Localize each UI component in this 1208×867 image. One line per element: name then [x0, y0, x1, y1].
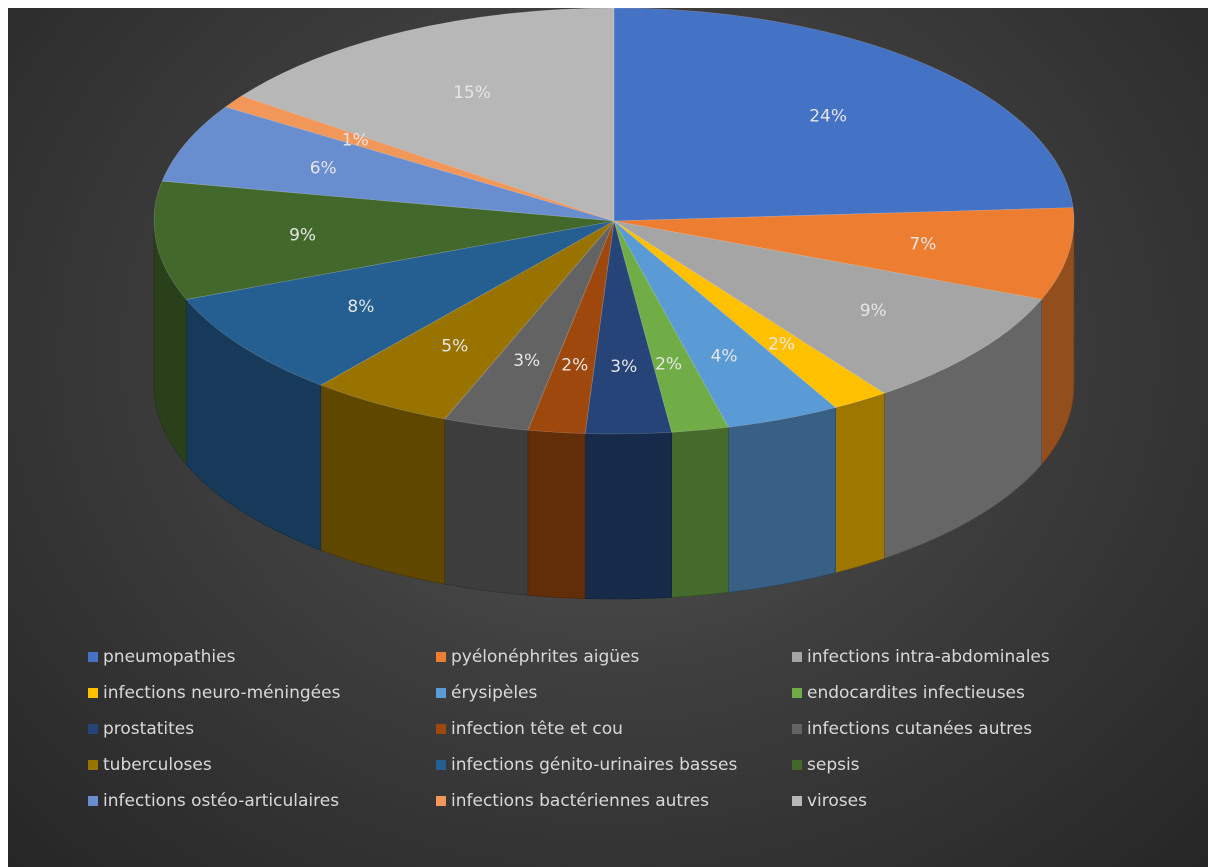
legend-label: prostatites — [103, 719, 195, 739]
pie-pct-label-5: 2% — [655, 354, 682, 374]
legend-item: infections neuro-méningées — [88, 682, 436, 704]
legend-item: infections intra-abdominales — [792, 646, 1132, 668]
legend-swatch — [436, 724, 446, 734]
legend-swatch — [88, 796, 98, 806]
legend-label: infections bactériennes autres — [451, 791, 710, 811]
legend-swatch — [792, 724, 802, 734]
legend-label: infections ostéo-articulaires — [103, 791, 340, 811]
legend-item: infections cutanées autres — [792, 718, 1132, 740]
pie-pct-label-7: 2% — [561, 356, 588, 376]
legend-label: infections cutanées autres — [807, 719, 1033, 739]
legend-swatch — [436, 688, 446, 698]
pie-pct-label-14: 15% — [453, 83, 491, 103]
legend-label: tuberculoses — [103, 755, 212, 775]
pie-pct-label-6: 3% — [610, 357, 637, 377]
legend-label: pneumopathies — [103, 647, 236, 667]
pie-side-7 — [527, 429, 586, 599]
legend: pneumopathies pyélonéphrites aigües infect… — [88, 646, 1198, 812]
legend-swatch — [88, 724, 98, 734]
pie-slice-11 — [153, 180, 615, 300]
legend-item: endocardites infectieuses — [792, 682, 1132, 704]
legend-label: infections génito-urinaires basses — [451, 755, 738, 775]
pie-slice-5 — [613, 220, 729, 433]
pie-slice-6 — [584, 220, 673, 435]
legend-swatch — [88, 760, 98, 770]
pie-side-4 — [728, 407, 836, 593]
pie-tops — [153, 8, 1075, 435]
pie-labels: 24% 7% 9% 2% 4% 2% 3% 2% 3% 5% 8% 9% 6%1% 15% — [289, 83, 936, 377]
legend-swatch — [436, 652, 446, 662]
legend-item: infection tête et cou — [436, 718, 792, 740]
pie-side-5 — [671, 426, 729, 598]
pie-slice-7 — [527, 220, 615, 434]
legend-label: viroses — [807, 791, 867, 811]
legend-item: infections bactériennes autres — [436, 790, 792, 812]
legend-item: pneumopathies — [88, 646, 436, 668]
legend-item: tuberculoses — [88, 754, 436, 776]
chart-area: 24% 7% 9% 2% 4% 2% 3% 2% 3% 5% 8% 9% 6% 1% 15% pneumop… — [8, 8, 1208, 867]
pie-slice-4 — [613, 220, 837, 428]
pie-side-6 — [584, 432, 672, 600]
legend-item: pyélonéphrites aigües — [436, 646, 792, 668]
pie-pct-label-2: 9% — [860, 301, 887, 321]
pie-pct-label-4: 4% — [711, 347, 738, 367]
legend-swatch — [436, 760, 446, 770]
legend-swatch — [436, 796, 446, 806]
pie-pct-label-0: 24% — [809, 106, 847, 126]
pie-sides — [153, 220, 1075, 600]
pie-pct-label-10: 8% — [347, 297, 374, 317]
legend-swatch — [88, 652, 98, 662]
legend-label: érysipèles — [451, 683, 538, 703]
pie-pct-label-9: 5% — [441, 337, 468, 357]
pie-pct-label-11: 9% — [289, 226, 316, 246]
legend-swatch — [792, 796, 802, 806]
pie-slice-8 — [444, 220, 615, 431]
pie-chart: 24% 7% 9% 2% 4% 2% 3% 2% 3% 5% 8% 9% 6%1% 15% — [153, 8, 1075, 600]
legend-label: pyélonéphrites aigües — [451, 647, 640, 667]
pie-slice-2 — [613, 220, 1043, 394]
pie-slice-10 — [185, 220, 615, 386]
legend-label: infections neuro-méningées — [103, 683, 341, 703]
legend-swatch — [88, 688, 98, 698]
pie-slice-13 — [224, 95, 615, 222]
legend-item: sepsis — [792, 754, 1132, 776]
pie-slice-9 — [320, 220, 615, 420]
pie-slice-14 — [241, 8, 615, 222]
legend-item: érysipèles — [436, 682, 792, 704]
legend-label: infections intra-abdominales — [807, 647, 1050, 667]
legend-swatch — [792, 652, 802, 662]
pie-pct-label-1: 7% — [909, 235, 936, 255]
legend-label: infection tête et cou — [451, 719, 623, 739]
pie-slice-0 — [613, 8, 1074, 222]
legend-swatch — [792, 688, 802, 698]
legend-item: infections ostéo-articulaires — [88, 790, 436, 812]
pie-pct-label-13: 1% — [342, 131, 369, 151]
legend-swatch — [792, 760, 802, 770]
pie-pct-label-12: 6% — [310, 159, 337, 179]
pie-slice-12 — [161, 106, 615, 222]
pie-slice-1 — [613, 207, 1075, 300]
pie-pct-label-8: 3% — [513, 351, 540, 371]
pie-side-8 — [444, 418, 529, 596]
legend-item: prostatites — [88, 718, 436, 740]
pie-pct-label-3: 2% — [768, 334, 795, 354]
pie-side-3 — [835, 392, 885, 574]
legend-item: infections génito-urinaires basses — [436, 754, 792, 776]
legend-label: endocardites infectieuses — [807, 683, 1025, 703]
legend-item: viroses — [792, 790, 1132, 812]
legend-label: sepsis — [807, 755, 860, 775]
pie-slice-3 — [613, 220, 886, 408]
